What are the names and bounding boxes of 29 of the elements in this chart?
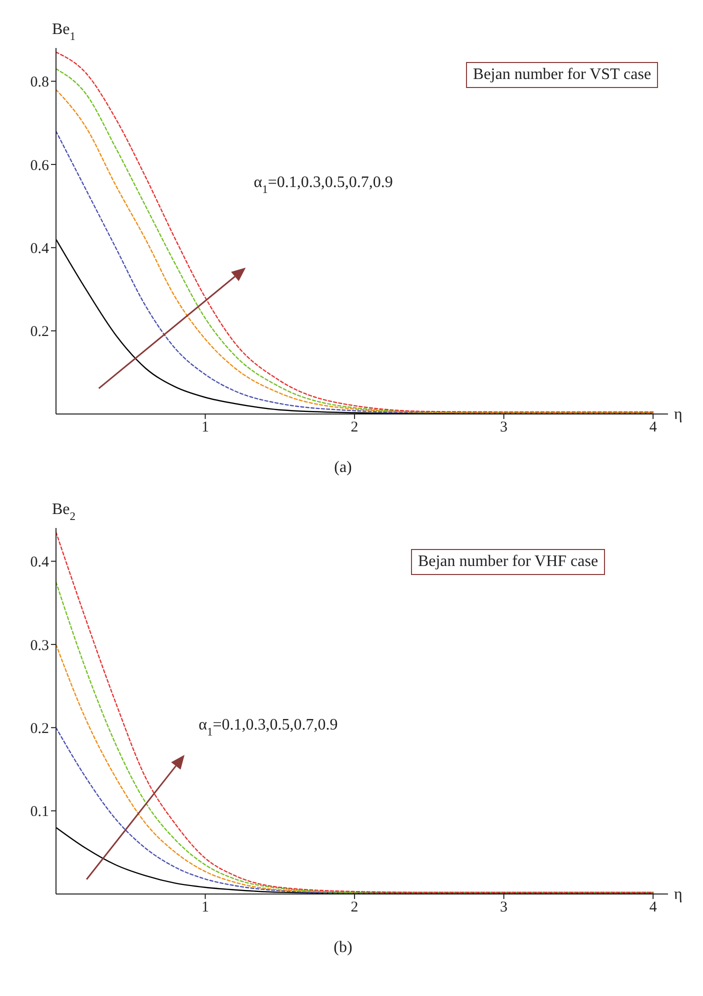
x-tick-label: 4 [649,420,658,436]
annotation: α$_{1}$=0.1,0.3,0.5,0.7,0.9 [198,716,338,738]
y-axis-title: Be$_{2}$ [52,501,76,523]
y-tick-label: 0.3 [30,638,49,654]
y-tick-label: 0.1 [30,804,49,820]
x-tick-label: 3 [500,420,508,436]
y-tick-label: 0.4 [30,554,50,571]
y-tick-label: 0.2 [30,720,49,737]
x-tick-label: 3 [500,900,508,916]
x-tick-label: 2 [350,420,358,436]
text: (a) [334,459,352,476]
line-series [56,644,356,893]
x-tick-label: 1 [202,420,210,436]
y-tick-label: 0.2 [30,324,49,340]
y-tick-label: 0.8 [30,74,49,91]
annotation: α$_{1}$=0.1,0.3,0.5,0.7,0.9 [254,174,393,196]
y-tick-label: 0.4 [30,240,50,257]
annotation: Bejan number for VST case [466,62,658,88]
x-tick-label: 1 [202,900,210,916]
x-tick-label: 4 [649,900,658,916]
x-axis-title: η [674,406,682,423]
text: (b) [334,939,352,956]
y-tick-label: 0.6 [30,158,50,174]
y-axis-title: Be$_{1}$ [52,21,76,43]
annotation: Bejan number for VHF case [410,549,606,576]
x-axis-title: η [674,886,682,903]
x-tick-label: 2 [350,900,358,916]
line-series [56,238,654,414]
line-series [56,130,430,414]
